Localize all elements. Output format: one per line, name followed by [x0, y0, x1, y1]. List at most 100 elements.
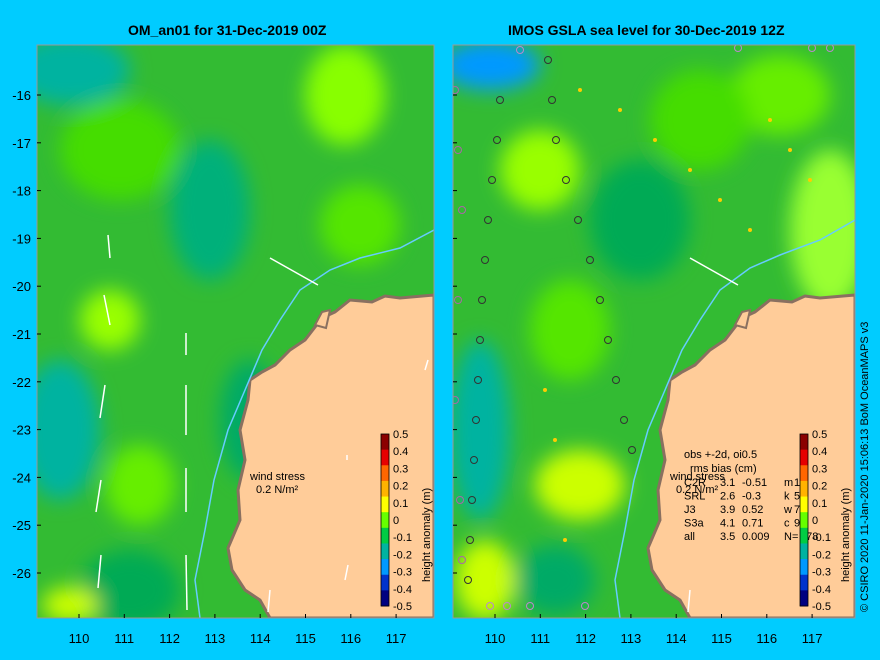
lon-tick-label: 110 — [485, 631, 506, 646]
stat-code: k — [784, 491, 790, 503]
colorbar-swatch — [381, 543, 389, 560]
colorbar-tick-label: -0.4 — [812, 584, 831, 596]
colorbar-swatch — [800, 574, 808, 591]
lat-axis: -16 -17 -18 -19 -20 -21 -22 -23 -24 -25 -26 — [12, 88, 457, 581]
lon-tick-label: 117 — [386, 631, 407, 646]
lat-tick-label: -16 — [12, 88, 31, 103]
lat-tick-label: -24 — [12, 470, 31, 485]
colorbar-frame — [380, 433, 390, 607]
lon-tick-label: 117 — [802, 631, 823, 646]
lon-tick-label: 111 — [530, 631, 550, 646]
left-shelf-contour — [194, 229, 434, 618]
track-s3a — [544, 56, 636, 454]
colorbar-tick-label: 0.1 — [393, 498, 408, 510]
colorbar-right: 0.5 0.4 0.3 0.2 0.1 0 -0.1 -0.2 -0.3 -0.4 -0.5 heig… — [799, 429, 852, 613]
right-wind-scale: 0.2 N/m² — [676, 484, 719, 496]
colorbar-swatch — [381, 559, 389, 576]
colorbar-swatch — [381, 527, 389, 544]
colorbar-swatch — [800, 465, 808, 482]
lon-axis-left: 110 111 112 113 114 115 116 117 — [69, 614, 407, 646]
stat-sat: all — [684, 531, 695, 543]
colorbar-tick-label: 0 — [812, 515, 818, 527]
lon-tick-label: 116 — [756, 631, 777, 646]
colorbar-swatch — [800, 434, 808, 451]
obs-stats-block: obs +-2d, oi0.5 rms bias (cm) C2R 3.1 -0.5… — [684, 449, 818, 543]
right-wind-arrows — [687, 257, 739, 613]
colorbar-swatch — [800, 449, 808, 466]
stat-rms: 2.6 — [720, 491, 735, 503]
colorbar-tick-label: 0.5 — [393, 429, 408, 441]
colorbar-frame — [799, 433, 809, 607]
stat-sat: S3a — [684, 518, 704, 530]
stat-code: N= — [784, 531, 798, 543]
right-altimeter-tracks — [453, 45, 834, 610]
colorbar-tick-label: -0.2 — [812, 549, 831, 561]
lat-tick-label: -23 — [12, 423, 31, 438]
right-panel-title: IMOS GSLA sea level for 30-Dec-2019 12Z — [508, 22, 785, 38]
stat-sat: J3 — [684, 504, 696, 516]
lon-axis-right: 110 111 112 113 114 115 116 117 — [485, 614, 823, 646]
colorbar-swatch — [381, 480, 389, 498]
colorbar-tick-label: 0.3 — [812, 463, 827, 475]
track-c2r — [453, 86, 466, 564]
lat-tick-label: -17 — [12, 136, 31, 151]
colorbar-tick-label: -0.1 — [812, 532, 831, 544]
colorbar-swatch — [381, 465, 389, 482]
lon-tick-label: 114 — [666, 631, 687, 646]
stat-code: c — [784, 518, 790, 530]
track-j3 — [464, 96, 504, 584]
stat-rms: 3.5 — [720, 531, 735, 543]
colorbar-tick-label: -0.4 — [393, 584, 412, 596]
lat-tick-label: -26 — [12, 566, 31, 581]
lat-tick-label: -19 — [12, 231, 31, 246]
colorbar-swatch — [381, 449, 389, 466]
right-map: wind stress 0.2 N/m² — [453, 45, 855, 618]
right-island — [733, 308, 752, 330]
stat-code: w — [783, 504, 792, 516]
lon-tick-label: 110 — [69, 631, 90, 646]
lat-tick-label: -21 — [12, 327, 31, 342]
colorbar-tick-label: 0.4 — [812, 446, 827, 458]
lat-tick-label: -20 — [12, 279, 31, 294]
colorbar-tick-label: 0.4 — [393, 446, 408, 458]
lon-tick-label: 113 — [205, 631, 226, 646]
colorbar-tick-label: 0.2 — [812, 481, 827, 493]
colorbar-swatch — [800, 496, 808, 513]
right-wind-label: wind stress — [669, 471, 726, 483]
right-shelf-contour — [614, 219, 855, 618]
credit-text: © CSIRO 2020 11-Jan-2020 15:06:13 BoM Oc… — [859, 322, 871, 612]
right-anomaly-field — [453, 45, 855, 618]
obs-header: obs +-2d, oi0.5 — [684, 449, 757, 461]
colorbar-swatch — [800, 590, 808, 607]
colorbar-tick-label: 0.3 — [393, 463, 408, 475]
lon-tick-label: 112 — [159, 631, 180, 646]
stat-code: m — [784, 477, 793, 489]
lon-tick-label: 115 — [295, 631, 316, 646]
lat-tick-label: -18 — [12, 184, 31, 199]
right-map-frame — [452, 44, 856, 619]
lat-tick-label: -25 — [12, 518, 31, 533]
colorbar-tick-label: -0.2 — [393, 549, 412, 561]
left-wind-arrows — [95, 234, 429, 613]
colorbar-tick-label: -0.5 — [812, 601, 831, 613]
left-wind-label: wind stress — [249, 471, 306, 483]
colorbar-swatch — [800, 543, 808, 560]
colorbar-label: height anomaly (m) — [840, 488, 852, 582]
track-points — [543, 88, 812, 542]
colorbar-swatch — [381, 434, 389, 451]
colorbar-swatch — [800, 512, 808, 529]
colorbar-swatch — [381, 496, 389, 513]
lon-tick-label: 114 — [250, 631, 271, 646]
lon-tick-label: 115 — [711, 631, 732, 646]
colorbar-label: height anomaly (m) — [421, 488, 433, 582]
lon-tick-label: 111 — [114, 631, 134, 646]
stat-bias: -0.3 — [742, 491, 761, 503]
stat-sat: C2R — [684, 477, 706, 489]
stat-rms: 3.9 — [720, 504, 735, 516]
left-island — [313, 308, 332, 330]
stat-sat: SRL — [684, 491, 705, 503]
colorbar-tick-label: 0 — [393, 515, 399, 527]
lon-tick-label: 113 — [621, 631, 642, 646]
colorbar-swatch — [800, 480, 808, 498]
